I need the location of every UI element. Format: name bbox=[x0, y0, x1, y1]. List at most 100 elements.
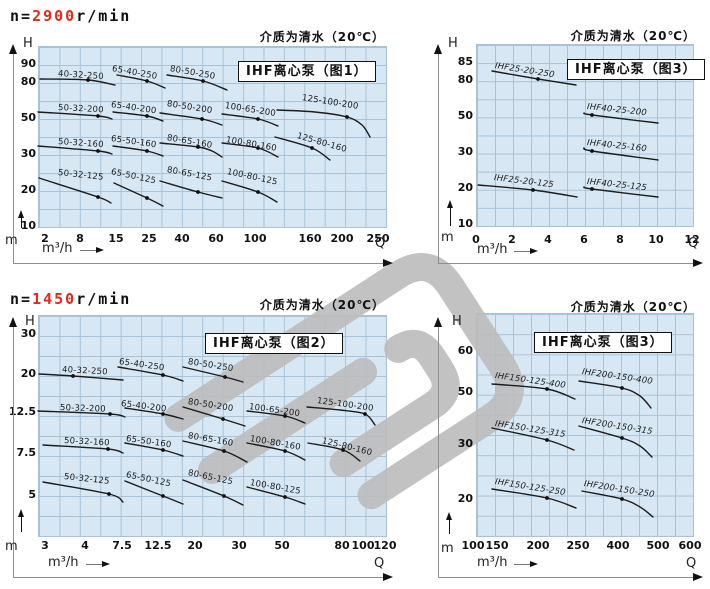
duty-point-dot bbox=[545, 496, 549, 500]
duty-point-dot bbox=[221, 417, 225, 421]
duty-point-dot bbox=[310, 146, 314, 150]
pump-curve-100-80-125 bbox=[221, 180, 278, 203]
pump-curve-125-80-160 bbox=[307, 442, 361, 462]
pump-curve-125-80-160 bbox=[274, 136, 331, 161]
speed-heading-1450: n=1450r/min bbox=[10, 290, 131, 308]
pump-curve-40-32-250 bbox=[39, 78, 116, 86]
pump-curve-65-50-125 bbox=[124, 480, 184, 505]
duty-point-dot bbox=[222, 449, 226, 453]
pump-curve-IHF150-125-400 bbox=[491, 383, 576, 400]
duty-point-dot bbox=[96, 149, 100, 153]
pump-curve-50-32-125 bbox=[42, 481, 124, 503]
duty-point-dot bbox=[590, 187, 594, 191]
pump-curve-IHF150-125-315 bbox=[491, 427, 575, 451]
duty-point-dot bbox=[545, 438, 549, 442]
pump-curve-50-32-160 bbox=[37, 145, 113, 155]
pump-curve-IHF25-20-125 bbox=[477, 184, 578, 198]
duty-point-dot bbox=[107, 492, 111, 496]
duty-point-dot bbox=[590, 149, 594, 153]
duty-point-dot bbox=[161, 373, 165, 377]
duty-point-dot bbox=[145, 196, 149, 200]
pump-curve-IHF40-25-160 bbox=[583, 147, 659, 161]
speed-value-red: 1450 bbox=[32, 290, 77, 308]
duty-point-dot bbox=[145, 79, 149, 83]
duty-point-dot bbox=[620, 497, 624, 501]
duty-point-dot bbox=[283, 414, 287, 418]
duty-point-dot bbox=[590, 113, 594, 117]
duty-point-dot bbox=[196, 190, 200, 194]
duty-point-dot bbox=[545, 387, 549, 391]
duty-point-dot bbox=[145, 149, 149, 153]
speed-prefix: n= bbox=[10, 290, 33, 308]
pump-curve-80-65-125 bbox=[182, 479, 244, 506]
duty-point-dot bbox=[256, 146, 260, 150]
duty-point-dot bbox=[222, 494, 226, 498]
pump-curve-125-100-200 bbox=[276, 109, 371, 138]
pump-curve-50-32-125 bbox=[38, 177, 112, 204]
pump-curve-80-50-200 bbox=[159, 112, 223, 126]
watermark-band bbox=[329, 329, 460, 478]
duty-point-dot bbox=[145, 114, 149, 118]
duty-point-dot bbox=[71, 374, 75, 378]
pump-curve-50-32-200 bbox=[37, 410, 126, 418]
duty-point-dot bbox=[106, 447, 110, 451]
pump-curve-80-50-250 bbox=[182, 366, 244, 383]
pump-curve-IHF40-25-125 bbox=[583, 186, 659, 198]
pump-curve-125-100-200 bbox=[306, 406, 376, 426]
duty-point-dot bbox=[96, 114, 100, 118]
pump-curve-65-40-200 bbox=[112, 111, 164, 122]
pump-curve-65-40-250 bbox=[117, 366, 184, 382]
pump-curve-100-80-160 bbox=[221, 142, 279, 158]
duty-point-dot bbox=[536, 77, 540, 81]
duty-point-dot bbox=[223, 375, 227, 379]
duty-point-dot bbox=[86, 78, 90, 82]
pump-curve-IHF40-25-200 bbox=[583, 112, 659, 124]
pump-curve-100-65-200 bbox=[246, 410, 306, 424]
pump-curve-80-65-125 bbox=[159, 180, 223, 199]
duty-point-dot bbox=[108, 412, 112, 416]
duty-point-dot bbox=[620, 436, 624, 440]
duty-point-dot bbox=[96, 195, 100, 199]
duty-point-dot bbox=[161, 412, 165, 416]
speed-suffix: r/min bbox=[76, 7, 132, 25]
pump-curve-65-50-160 bbox=[124, 442, 184, 457]
pump-curve-65-50-125 bbox=[113, 182, 164, 207]
pump-curve-80-65-160 bbox=[182, 440, 248, 463]
duty-point-dot bbox=[283, 495, 287, 499]
speed-value-red: 2900 bbox=[32, 7, 77, 25]
duty-point-dot bbox=[283, 449, 287, 453]
pump-curve-80-50-200 bbox=[182, 406, 246, 427]
pump-curve-IHF200-150-400 bbox=[578, 380, 652, 409]
duty-point-dot bbox=[161, 494, 165, 498]
pump-curve-IHF200-150-315 bbox=[578, 425, 653, 458]
pump-curve-80-50-250 bbox=[166, 74, 228, 91]
duty-point-dot bbox=[341, 448, 345, 452]
speed-prefix: n= bbox=[10, 7, 33, 25]
pump-curve-50-32-200 bbox=[37, 111, 113, 120]
duty-point-dot bbox=[256, 190, 260, 194]
duty-point-dot bbox=[345, 115, 349, 119]
duty-point-dot bbox=[363, 412, 367, 416]
pump-curve-IHF200-150-250 bbox=[581, 490, 654, 518]
duty-point-dot bbox=[256, 117, 260, 121]
pump-curve-IHF150-125-250 bbox=[491, 488, 577, 509]
pump-curve-65-40-250 bbox=[116, 74, 166, 89]
duty-point-dot bbox=[196, 145, 200, 149]
speed-suffix: r/min bbox=[76, 290, 132, 308]
pump-curve-65-50-160 bbox=[112, 145, 164, 157]
pump-curve-100-80-125 bbox=[246, 486, 306, 505]
pump-curve-40-32-250 bbox=[38, 373, 124, 381]
pump-curve-IHF25-20-250 bbox=[491, 70, 577, 86]
pump-curve-65-40-200 bbox=[124, 407, 184, 420]
pump-curve-80-65-160 bbox=[159, 142, 223, 158]
pump-curve-100-65-200 bbox=[221, 113, 279, 127]
pump-curve-50-32-160 bbox=[42, 444, 124, 454]
duty-point-dot bbox=[531, 188, 535, 192]
speed-heading-2900: n=2900r/min bbox=[10, 7, 131, 25]
duty-point-dot bbox=[161, 448, 165, 452]
pump-curve-100-80-160 bbox=[246, 442, 306, 461]
duty-point-dot bbox=[201, 79, 205, 83]
duty-point-dot bbox=[200, 117, 204, 121]
